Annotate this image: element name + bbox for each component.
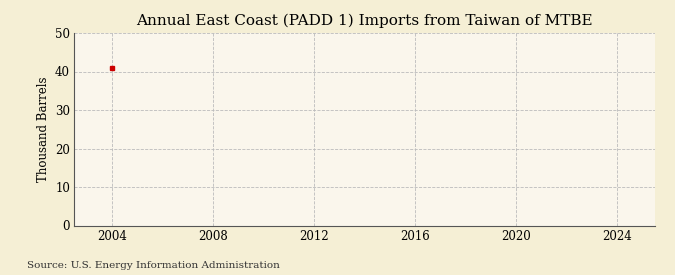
Title: Annual East Coast (PADD 1) Imports from Taiwan of MTBE: Annual East Coast (PADD 1) Imports from … xyxy=(136,13,593,28)
Text: Source: U.S. Energy Information Administration: Source: U.S. Energy Information Administ… xyxy=(27,260,280,270)
Y-axis label: Thousand Barrels: Thousand Barrels xyxy=(36,76,49,182)
